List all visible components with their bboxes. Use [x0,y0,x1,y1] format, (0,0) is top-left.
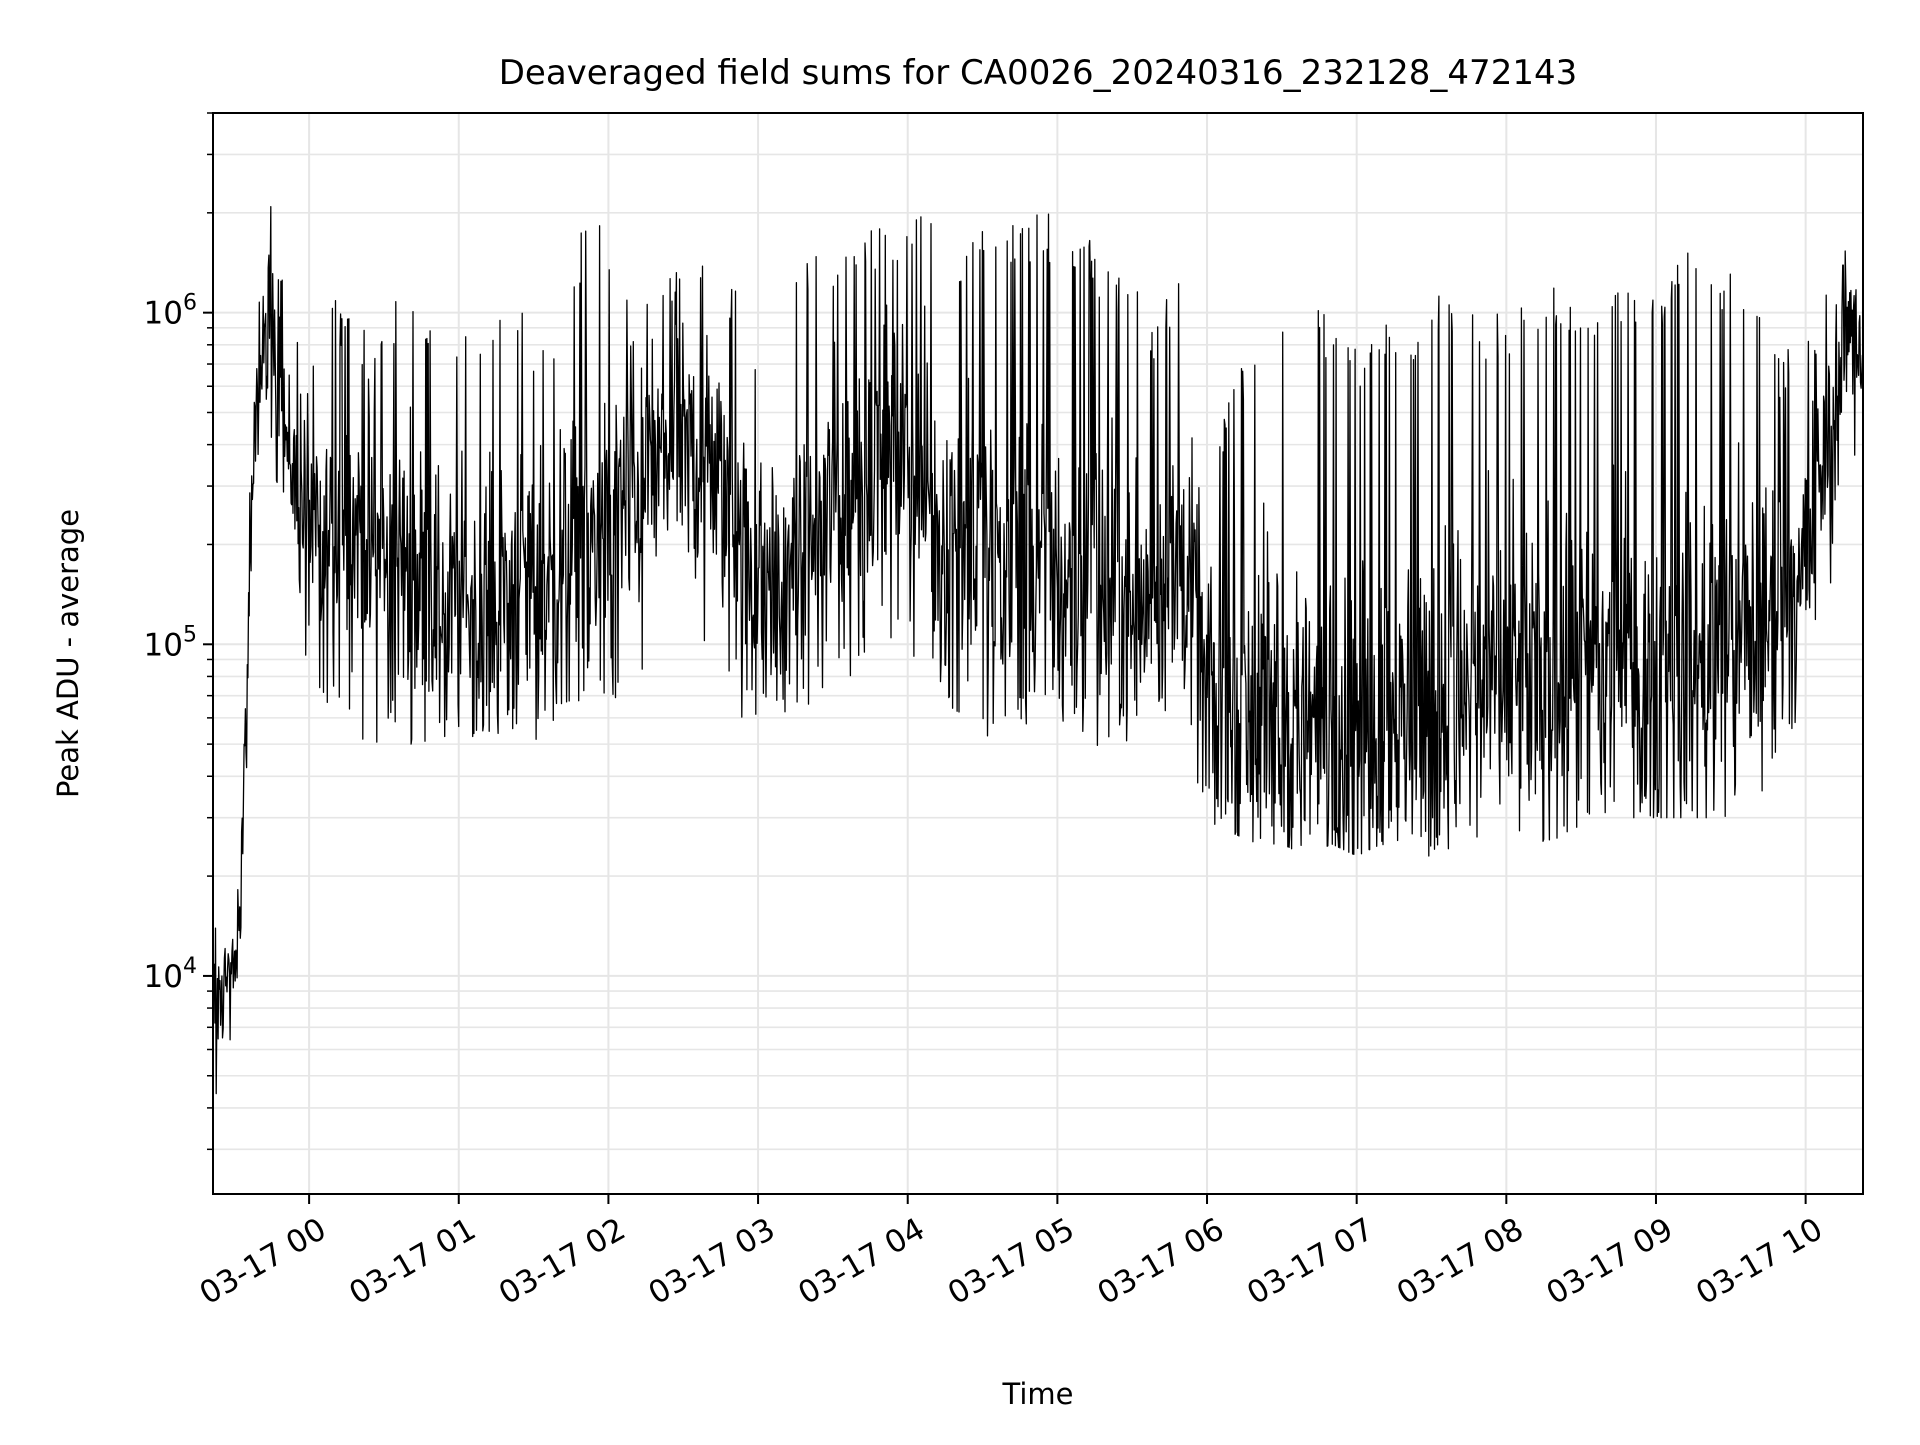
plot-frame [212,112,1864,1195]
y-axis-label: Peak ADU - average [51,509,85,798]
chart-title: Deaveraged field sums for CA0026_2024031… [499,53,1577,93]
y-tick-label: 105 [144,622,197,663]
x-axis-label: Time [1002,1377,1074,1411]
plot-area [212,206,1864,1095]
y-tick-label: 104 [144,954,197,995]
series-line [212,206,1864,1095]
y-tick-label: 106 [144,291,197,332]
